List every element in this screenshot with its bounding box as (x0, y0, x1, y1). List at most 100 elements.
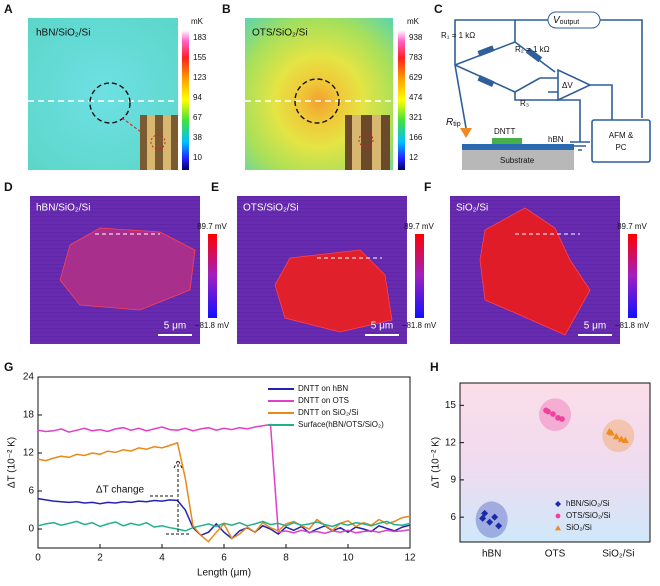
x-tick-label: 6 (221, 553, 227, 564)
y-tick-label: 24 (23, 372, 35, 383)
annotation-arrow (150, 458, 190, 535)
tip (460, 128, 472, 138)
colorbar-unit: mK (407, 17, 420, 26)
y-axis-label: ΔT (10⁻² K) (431, 437, 442, 488)
rtip-symbol: R (446, 117, 453, 128)
colorbar-tick-label: 38 (193, 133, 202, 142)
r2-label: R₂ = 1 kΩ (515, 45, 550, 54)
legend-marker (555, 513, 561, 519)
group-halo (602, 419, 635, 453)
x-axis-label: Length (μm) (197, 568, 251, 579)
data-point (559, 416, 565, 422)
colorbar-tick-label: 183 (193, 33, 207, 42)
data-point (605, 427, 613, 435)
data-point (486, 518, 494, 526)
rtip-label: Rtip (446, 117, 461, 128)
annotation: ΔT change (96, 485, 145, 496)
colorbar-tick-label: 938 (409, 33, 423, 42)
data-point (612, 432, 620, 440)
colorbar-max: 89.7 mV (404, 222, 434, 231)
legend-label: OTS/SiO₂/Si (566, 511, 611, 520)
wire (590, 84, 613, 120)
panel-letter: C (434, 2, 443, 16)
colorbar-unit: mK (191, 17, 204, 26)
resistor (477, 75, 495, 87)
panel-letter: A (4, 2, 13, 16)
ground (570, 141, 590, 151)
colorbar (182, 30, 189, 170)
x-tick-label: hBN (482, 549, 501, 560)
y-tick-label: 0 (28, 524, 34, 535)
x-tick-label: 8 (283, 553, 289, 564)
legend-marker (555, 525, 561, 531)
panel-label: SiO₂/Si (456, 203, 488, 214)
x-tick-label: 0 (35, 553, 41, 564)
data-point (479, 514, 487, 522)
colorbar-tick-label: 321 (409, 113, 423, 122)
wire (454, 19, 548, 65)
wire (600, 19, 643, 118)
colorbar-max: 89.7 mV (197, 222, 227, 231)
colorbar (628, 234, 637, 318)
inset-circle (358, 132, 374, 148)
series-line (37, 497, 411, 540)
inset-electrode (372, 115, 381, 170)
wire (514, 92, 581, 142)
colorbar (208, 234, 217, 318)
flake (479, 207, 591, 336)
x-tick-label: OTS (545, 549, 566, 560)
colorbar-tick-label: 474 (409, 93, 423, 102)
scale-label: 5 μm (584, 321, 606, 332)
inset-electrode (163, 115, 171, 170)
r3-label: R₃ (520, 99, 529, 108)
substrate-label: Substrate (500, 156, 535, 165)
x-tick-label: 12 (404, 553, 416, 564)
panel-letter: F (424, 180, 431, 194)
plot-frame (37, 376, 411, 549)
series-line (37, 441, 411, 543)
afm-box (591, 119, 651, 163)
panel-letter: D (4, 180, 13, 194)
vout-symbol: V (553, 15, 561, 26)
legend-label: Surface(hBN/OTS/SiO₂) (298, 420, 384, 429)
region-circle (294, 78, 340, 124)
y-tick-label: 18 (23, 410, 35, 421)
inset-electrode (352, 115, 361, 170)
y-tick-label: 6 (28, 486, 34, 497)
scale-label: 5 μm (371, 321, 393, 332)
dntt-label: DNTT (494, 127, 515, 136)
colorbar-ticks: 938 783 629 474 321 166 12 (409, 33, 423, 162)
wire (454, 64, 467, 129)
panel-letter: G (4, 360, 13, 374)
x-tick-label: 2 (97, 553, 103, 564)
colorbar-tick-label: 155 (193, 53, 207, 62)
wire (454, 64, 541, 93)
colorbar-min: −81.8 mV (615, 321, 650, 330)
wire (540, 77, 558, 93)
colorbar-min: −81.8 mV (402, 321, 437, 330)
colorbar-tick-label: 123 (193, 73, 207, 82)
colorbar (398, 30, 405, 170)
plot-background (459, 382, 651, 543)
colorbar (415, 234, 424, 318)
colorbar-tick-label: 94 (193, 93, 202, 102)
flake (274, 249, 393, 333)
hbn-layer (462, 144, 574, 150)
series-line (37, 423, 411, 535)
legend-label: SiO₂/Si (566, 523, 592, 532)
vout-box (547, 11, 601, 29)
data-point (617, 435, 625, 442)
vout-label: Voutput (553, 15, 579, 26)
colorbar-tick-label: 166 (409, 133, 423, 142)
series-line (37, 520, 411, 532)
panel-letter: E (211, 180, 219, 194)
panel-letter: B (222, 2, 231, 16)
legend-label: DNTT on OTS (298, 396, 349, 405)
vout-sub: output (560, 19, 580, 26)
panel-label: hBN/SiO₂/Si (36, 28, 90, 39)
colorbar-tick-label: 12 (409, 153, 418, 162)
panel-label: OTS/SiO₂/Si (252, 28, 308, 39)
